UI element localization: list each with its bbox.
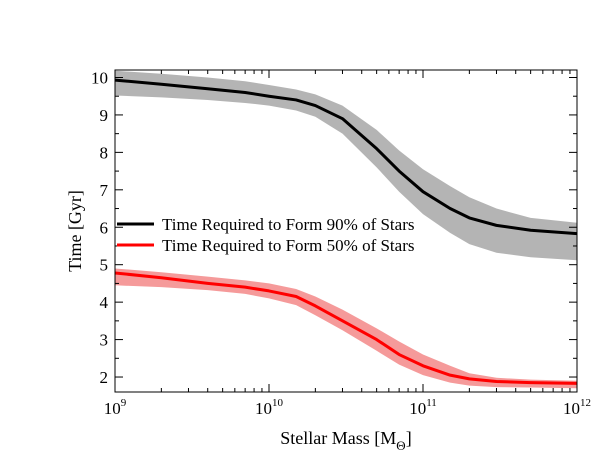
- legend: Time Required to Form 90% of Stars Time R…: [117, 215, 414, 255]
- y-tick-label: 5: [100, 256, 109, 275]
- y-tick-label: 6: [100, 218, 109, 237]
- x-tick-label: 1010: [255, 397, 284, 418]
- series-2-line: [115, 271, 577, 385]
- x-axis-label-close: ]: [406, 428, 412, 448]
- x-axis-label: Stellar Mass [MΘ]: [280, 428, 411, 453]
- series-1-line: [115, 78, 577, 236]
- x-axis-label-subscript: Θ: [396, 438, 405, 453]
- y-tick-label: 2: [100, 368, 109, 387]
- legend-label-1: Time Required to Form 90% of Stars: [162, 215, 414, 234]
- plot-frame: [114, 69, 578, 393]
- y-tick-label: 10: [91, 68, 108, 87]
- series-lines: [115, 78, 577, 385]
- x-tick-label: 109: [104, 397, 127, 418]
- x-axis-label-main: Stellar Mass [M: [280, 428, 396, 448]
- x-tick-label: 1011: [409, 397, 437, 418]
- y-tick-label: 9: [100, 106, 109, 125]
- series-2-band: [115, 268, 577, 389]
- legend-label-2: Time Required to Form 50% of Stars: [162, 236, 414, 255]
- y-axis-label: Time [Gyr]: [65, 190, 85, 272]
- x-tick-label: 1012: [563, 397, 591, 418]
- y-tick-label: 3: [100, 331, 109, 350]
- y-tick-label: 7: [100, 181, 109, 200]
- y-tick-label: 8: [100, 143, 109, 162]
- y-tick-label: 4: [100, 293, 109, 312]
- axis-ticks: 2 3 4 5 6 7 8 9 10 109 1010 1011 1012: [91, 68, 591, 418]
